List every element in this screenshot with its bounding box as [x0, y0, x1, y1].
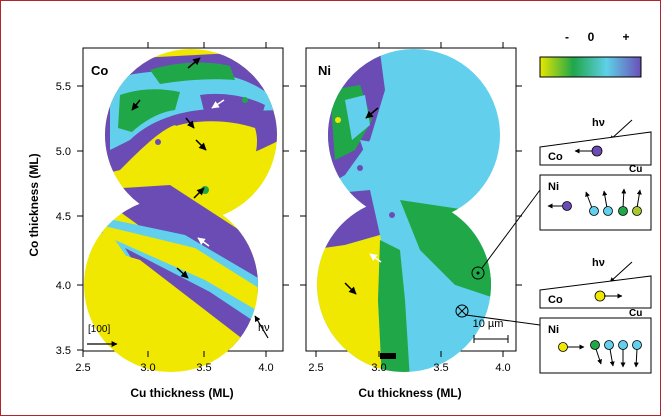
- schematic-1-ni-arrow-4: [621, 188, 627, 209]
- svg-text:2.5: 2.5: [75, 362, 90, 374]
- co-y-ticks: 5.5 5.0 4.5 4.0 3.5: [56, 81, 289, 357]
- cross-marker: [455, 304, 469, 318]
- svg-text:5.5: 5.5: [56, 81, 71, 93]
- colorbar-gradient: [539, 56, 642, 78]
- colorbar: - 0 +: [539, 30, 642, 78]
- ni-x-ticks: 2.5 3.0 3.5 4.0: [308, 42, 511, 374]
- co-photon-label: hν: [258, 322, 270, 334]
- dot-marker: [471, 266, 485, 280]
- co-arrow-7: [197, 237, 210, 247]
- ni-arrow-2: [369, 253, 382, 263]
- schematic-2-photon-arrow: [609, 261, 633, 283]
- schematic-2-photon-label: hν: [592, 257, 605, 269]
- schematic-2-ni-arrow-5: [633, 348, 639, 368]
- schematic-1-ni-label: Ni: [548, 181, 559, 193]
- co-arrow-8: [176, 267, 189, 279]
- schematic-top: hν Co Cu Ni: [539, 117, 652, 231]
- co-arrow-4: [185, 117, 195, 129]
- schematic-1-ni-arrow-2: [585, 191, 593, 209]
- co-x-axis-label: Cu thickness (ML): [130, 386, 233, 400]
- co-panel-label: Co: [91, 63, 108, 78]
- schematic-2-co-label: Co: [548, 294, 563, 306]
- co-arrow-3: [131, 99, 141, 111]
- svg-text:4.0: 4.0: [495, 362, 510, 374]
- schematic-1-ni-arrow-3: [602, 190, 608, 209]
- co-panel: hν [100] Co 5.5 5.0 4.5 4.0 3.5 2.5 3.0 …: [27, 42, 289, 400]
- scale-bar-label: 10 µm: [473, 318, 504, 330]
- ni-arrow-1: [365, 107, 379, 119]
- svg-text:4.0: 4.0: [258, 362, 273, 374]
- co-arrow-6: [193, 187, 205, 199]
- schematic-1-co-dot: [591, 145, 603, 157]
- schematic-1-ni-dot-5: [632, 206, 642, 216]
- schematic-2-ni-arrow-2: [595, 348, 602, 365]
- schematic-2-ni-dot-5: [632, 340, 642, 350]
- co-arrow-5: [195, 139, 207, 151]
- schematic-1-cu-label: Cu: [629, 164, 642, 175]
- svg-text:5.0: 5.0: [56, 146, 71, 158]
- ni-axis-marker: [380, 353, 396, 359]
- svg-text:3.5: 3.5: [196, 362, 211, 374]
- ni-arrow-3: [344, 282, 357, 295]
- dot-marker-center: [476, 271, 480, 275]
- colorbar-label-minus: -: [565, 30, 569, 44]
- co-arrow-1: [187, 57, 201, 69]
- schematic-2-co-dot: [594, 290, 606, 302]
- schematic-2-ni-arrow-3: [609, 348, 615, 367]
- schematic-2-ni-dot-1: [558, 342, 568, 352]
- schematic-2-ni-dot-2: [590, 340, 600, 350]
- ni-y-ticks: [300, 85, 522, 286]
- schematic-2-ni-dot-3: [604, 340, 614, 350]
- svg-text:3.0: 3.0: [371, 362, 386, 374]
- schematic-2-ni-dot-4: [618, 340, 628, 350]
- ni-panel-label: Ni: [318, 63, 331, 78]
- schematic-2-co-layer: [539, 275, 652, 309]
- schematic-1-ni-dot-3: [603, 206, 613, 216]
- schematic-1-ni-dot-4: [618, 206, 628, 216]
- svg-text:2.5: 2.5: [308, 362, 323, 374]
- schematic-1-ni-dot-2: [589, 206, 599, 216]
- schematic-2-ni-label: Ni: [548, 324, 559, 336]
- schematic-1-ni-dot-1: [562, 201, 572, 211]
- cross-marker-line-2: [457, 306, 467, 316]
- co-direction-label: [100]: [88, 324, 110, 335]
- svg-text:4.5: 4.5: [56, 211, 71, 223]
- schematic-1-ni-layer: [539, 174, 652, 231]
- schematic-bottom: hν Co Cu Ni: [539, 257, 652, 374]
- colorbar-label-zero: 0: [588, 30, 595, 44]
- schematic-1-photon-label: hν: [592, 117, 605, 129]
- svg-text:3.5: 3.5: [56, 345, 71, 357]
- schematic-1-ni-arrow-5: [636, 189, 642, 209]
- ni-x-axis-label: Cu thickness (ML): [358, 386, 461, 400]
- colorbar-label-plus: +: [622, 30, 629, 44]
- leader-line-dot: [481, 189, 541, 269]
- ni-panel: 10 µm Ni 2.5 3.0 3.5 4.0 Cu thickn: [300, 42, 522, 400]
- co-arrow-2: [211, 99, 225, 109]
- co-x-ticks: 2.5 3.0 3.5 4.0: [75, 42, 274, 374]
- schematic-1-co-label: Co: [548, 151, 563, 163]
- svg-text:3.5: 3.5: [433, 362, 448, 374]
- co-photon-arrow: [254, 315, 269, 339]
- schematic-2-cu-label: Cu: [629, 308, 642, 319]
- svg-text:4.0: 4.0: [56, 280, 71, 292]
- svg-text:3.0: 3.0: [140, 362, 155, 374]
- y-axis-label: Co thickness (ML): [27, 153, 41, 256]
- leader-line-cross: [465, 314, 541, 326]
